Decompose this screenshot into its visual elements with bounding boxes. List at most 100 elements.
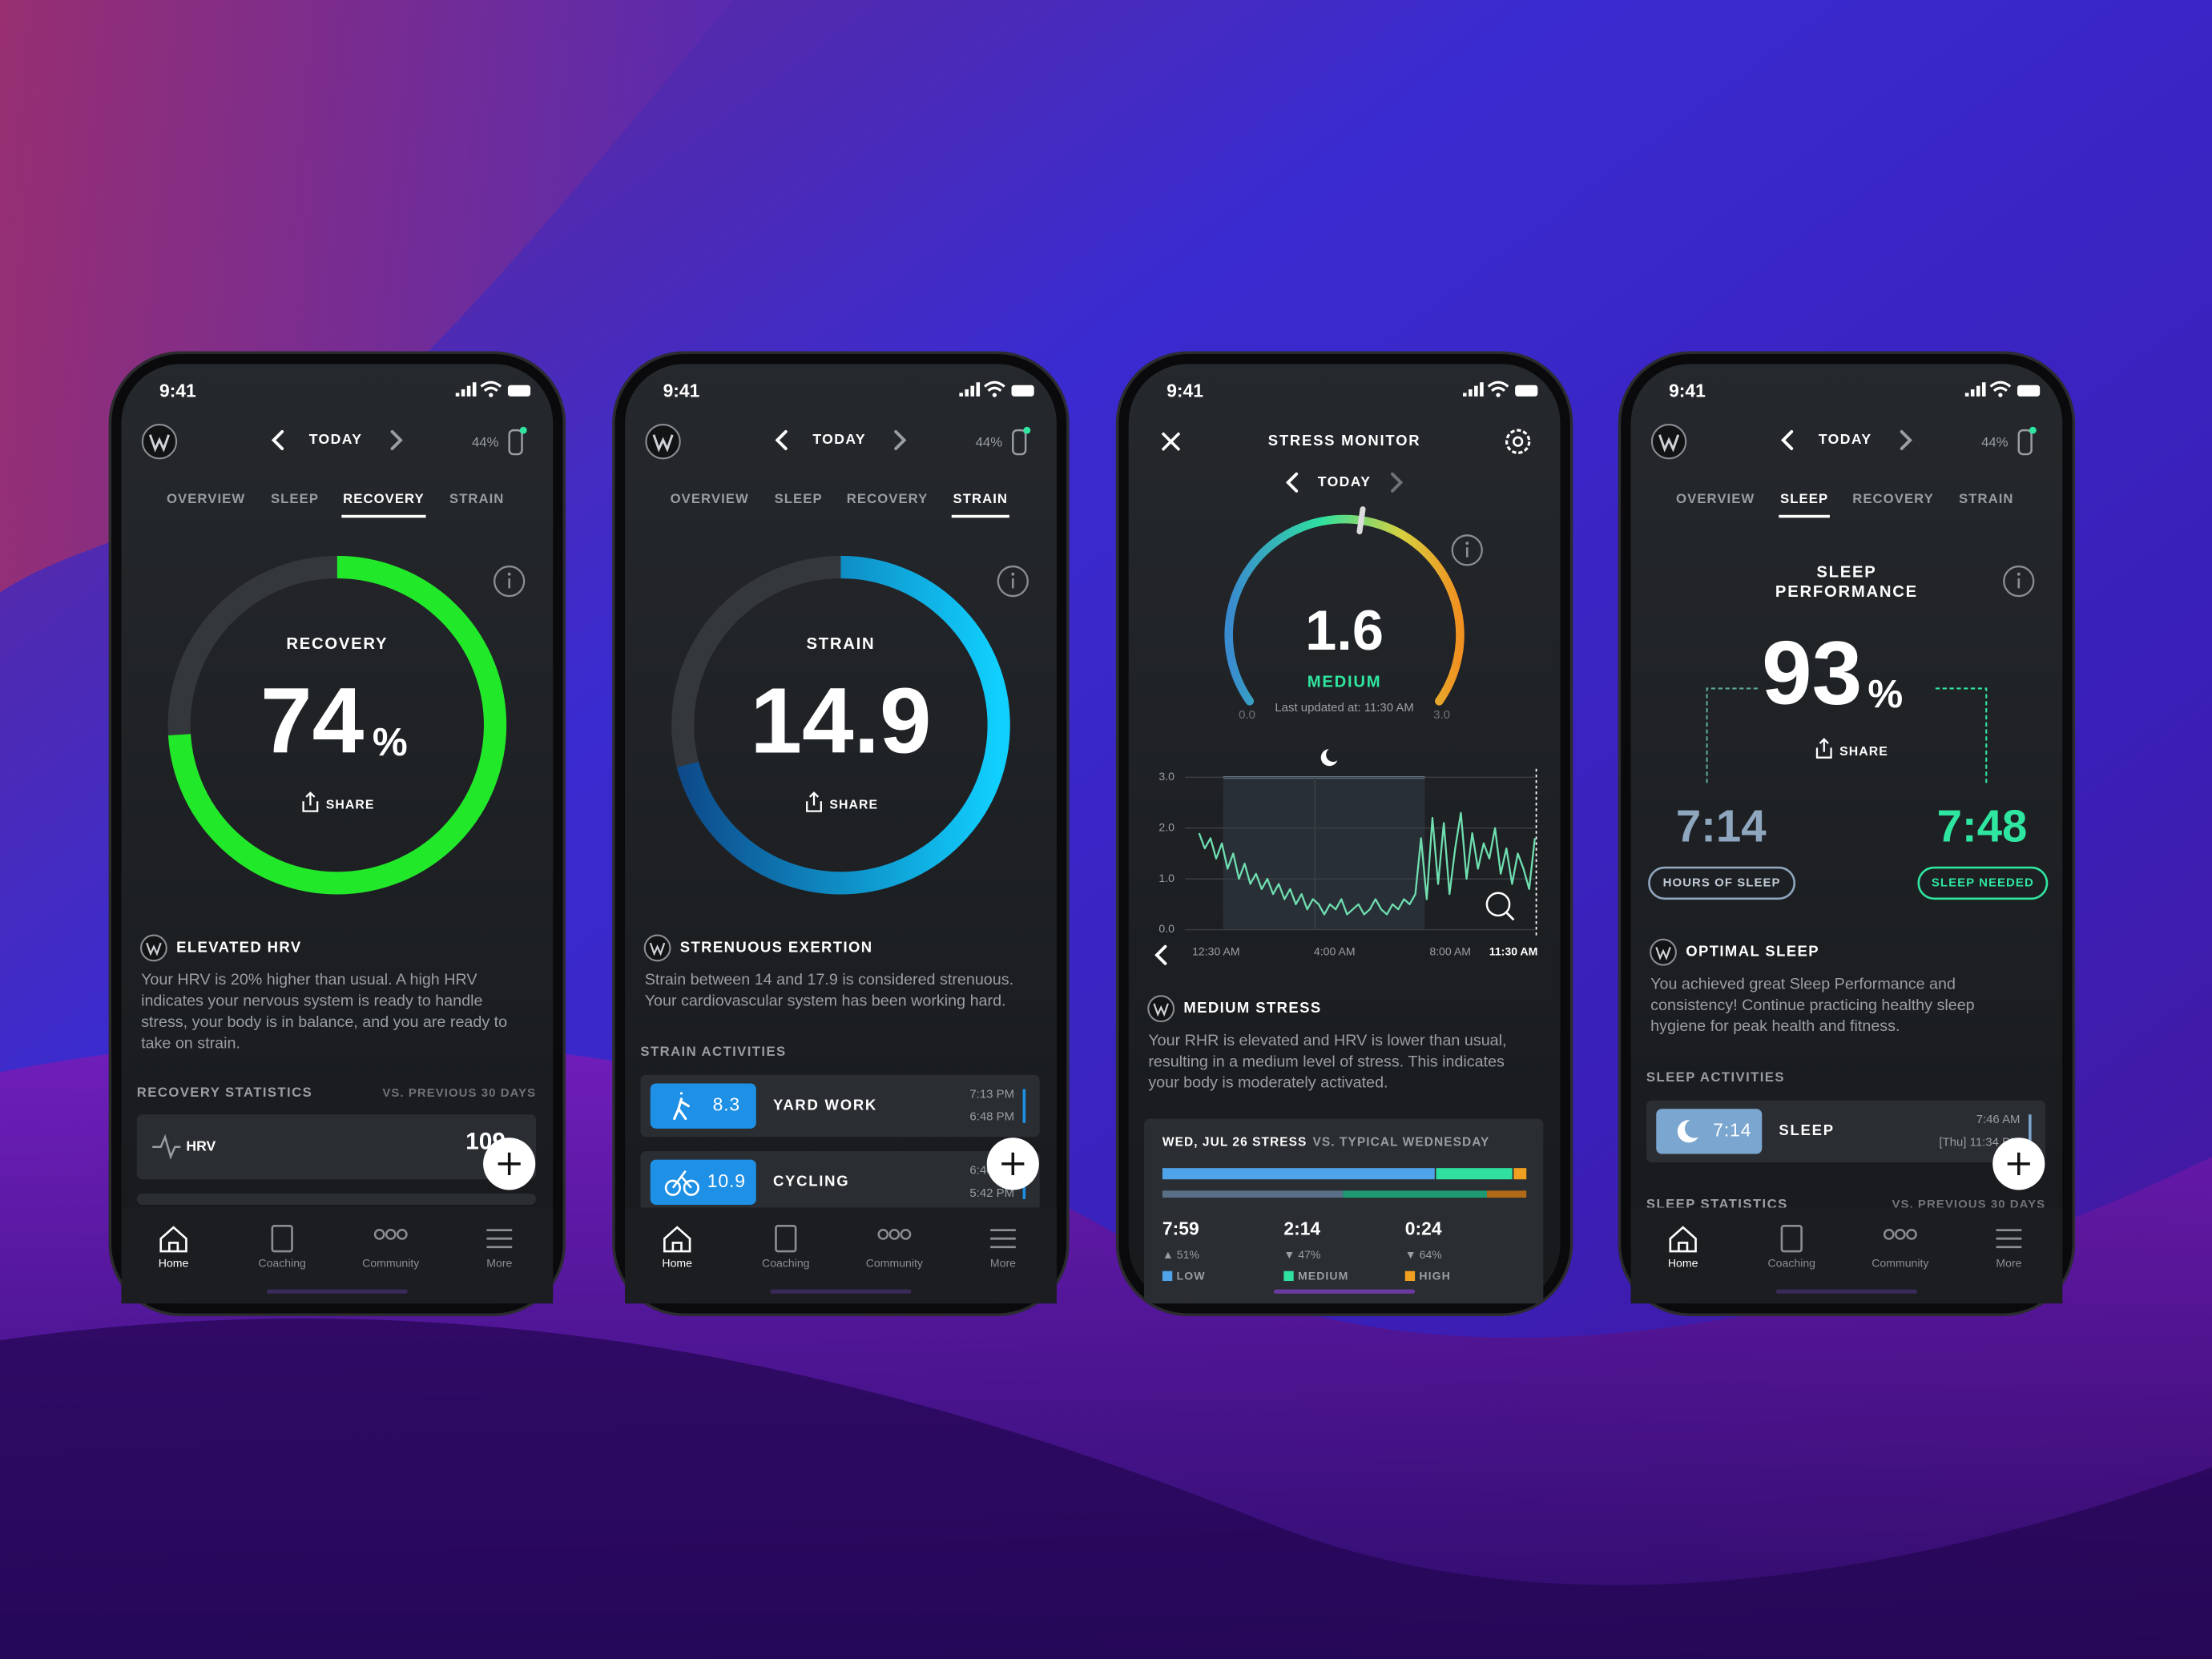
tab[interactable]: STRAIN — [1959, 491, 2014, 506]
card — [1144, 1118, 1544, 1304]
zoom-button-handle — [1505, 912, 1515, 921]
insight-text: consistency! Continue practicing healthy… — [1650, 997, 1974, 1014]
chevron — [390, 429, 403, 450]
device-icon — [1012, 429, 1027, 456]
card — [136, 1193, 537, 1205]
info-icon — [494, 565, 526, 598]
date-label: TODAY — [812, 431, 866, 447]
zoom-button[interactable] — [1485, 892, 1511, 917]
activity-end: 7:46 AM — [1976, 1113, 2021, 1126]
sleep-needed-pill — [1917, 866, 2049, 900]
phone-screen — [1630, 364, 2063, 1304]
device-battery: 44% — [472, 434, 499, 449]
wifi-dot — [1998, 393, 2003, 397]
activity-start: [Thu] 11:34 PM — [1939, 1135, 2020, 1149]
stress-bar-today — [1162, 1168, 1435, 1180]
device-status-dot — [1023, 426, 1031, 434]
insight-text: Your RHR is elevated and HRV is lower th… — [1148, 1032, 1506, 1049]
settings-button-hub — [1513, 436, 1524, 447]
performance-label: SLEEP — [1816, 563, 1876, 581]
tab[interactable]: RECOVERY — [343, 491, 425, 506]
tab-bar-label[interactable]: Community — [362, 1257, 420, 1270]
community-icon — [1906, 1229, 1917, 1240]
tab-bar-label[interactable]: Coaching — [762, 1257, 809, 1270]
battery-status — [1011, 385, 1034, 397]
y-tick-label: 2.0 — [1158, 820, 1174, 833]
wifi-dot — [489, 393, 494, 397]
insight-title: MEDIUM STRESS — [1183, 999, 1321, 1016]
signal-bar — [1981, 382, 1986, 397]
logo-w — [649, 942, 666, 956]
tab[interactable]: RECOVERY — [847, 491, 929, 506]
tab-bar-label[interactable]: More — [1996, 1257, 2021, 1270]
tab[interactable]: OVERVIEW — [167, 491, 245, 506]
y-tick-label: 3.0 — [1158, 770, 1174, 783]
tab-bar-label[interactable]: Community — [866, 1257, 924, 1270]
stress-change: ▼ 47% — [1283, 1248, 1321, 1261]
community-icon — [1894, 1229, 1906, 1240]
hrv-icon — [152, 1134, 181, 1160]
gauge-label: STRAIN — [806, 635, 875, 653]
tab[interactable]: SLEEP — [1780, 491, 1828, 506]
logo-w — [1153, 1003, 1169, 1017]
sleep-needed-label: SLEEP NEEDED — [1932, 876, 2034, 889]
tab-bar-label[interactable]: Community — [1872, 1257, 1929, 1270]
tab-bar-label[interactable]: Home — [159, 1257, 189, 1270]
close-button[interactable] — [1161, 432, 1181, 452]
tab[interactable]: STRAIN — [953, 491, 1008, 506]
signal-bar — [466, 385, 471, 397]
logo-w — [148, 434, 170, 453]
tab[interactable]: SLEEP — [271, 491, 319, 506]
activity-icon — [664, 1179, 682, 1196]
card-aside: VS. TYPICAL WEDNESDAY — [1312, 1136, 1489, 1150]
info-icon — [1451, 534, 1483, 566]
tab[interactable]: OVERVIEW — [1676, 491, 1755, 506]
chevron — [1285, 472, 1299, 493]
legend-label: LOW — [1177, 1269, 1206, 1282]
insight-title: OPTIMAL SLEEP — [1686, 943, 1819, 960]
card — [136, 1114, 537, 1180]
phone: 9:41 TODAY 44% OVERVIEW SLEEP RECOVERY STRAIN S… — [612, 351, 1070, 1317]
device-status-dot — [2029, 426, 2037, 434]
chevron — [1900, 429, 1912, 450]
tab[interactable]: OVERVIEW — [671, 491, 749, 506]
tab-bar-label[interactable]: More — [990, 1257, 1016, 1270]
share-icon — [1815, 738, 1832, 759]
tab-bar-label[interactable]: Home — [1668, 1257, 1698, 1270]
tab[interactable]: SLEEP — [775, 491, 823, 506]
tab-bar — [1630, 1207, 2063, 1304]
status-time: 9:41 — [663, 381, 700, 401]
logo-w — [652, 434, 674, 453]
device-status-dot — [519, 426, 527, 434]
performance-unit: % — [1868, 672, 1903, 716]
community-icon — [877, 1229, 889, 1240]
y-tick-label: 1.0 — [1158, 872, 1174, 884]
community-icon — [1883, 1229, 1895, 1240]
stress-change: ▲ 51% — [1162, 1248, 1200, 1261]
tab-bar-label[interactable]: Coaching — [1768, 1257, 1815, 1270]
wifi-icon — [1487, 381, 1509, 393]
add-button-icon — [2007, 1152, 2030, 1175]
insight-text: your body is moderately activated. — [1148, 1074, 1388, 1092]
wifi-icon — [1989, 381, 2012, 393]
tab[interactable]: RECOVERY — [1852, 491, 1934, 506]
activity-icon — [1677, 1120, 1699, 1143]
home-indicator — [1274, 1289, 1416, 1294]
stress-bar-today — [1513, 1168, 1527, 1180]
share-icon — [302, 791, 319, 812]
legend-label: MEDIUM — [1298, 1269, 1348, 1282]
tab[interactable]: STRAIN — [449, 491, 505, 506]
activity-score-pill — [650, 1083, 756, 1129]
signal-bar — [1976, 385, 1980, 397]
stress-bar-today — [1436, 1168, 1513, 1180]
settings-button[interactable] — [1505, 429, 1531, 454]
background-wave — [0, 1319, 2212, 1659]
tab-bar-label[interactable]: Home — [662, 1257, 692, 1270]
section-title: STRAIN ACTIVITIES — [640, 1044, 786, 1059]
tab-underline — [341, 514, 426, 518]
signal-bar — [1964, 393, 1969, 397]
tab-bar — [625, 1207, 1057, 1304]
home-indicator — [1775, 1289, 1917, 1294]
tab-bar-label[interactable]: More — [486, 1257, 512, 1270]
tab-bar-label[interactable]: Coaching — [258, 1257, 305, 1270]
